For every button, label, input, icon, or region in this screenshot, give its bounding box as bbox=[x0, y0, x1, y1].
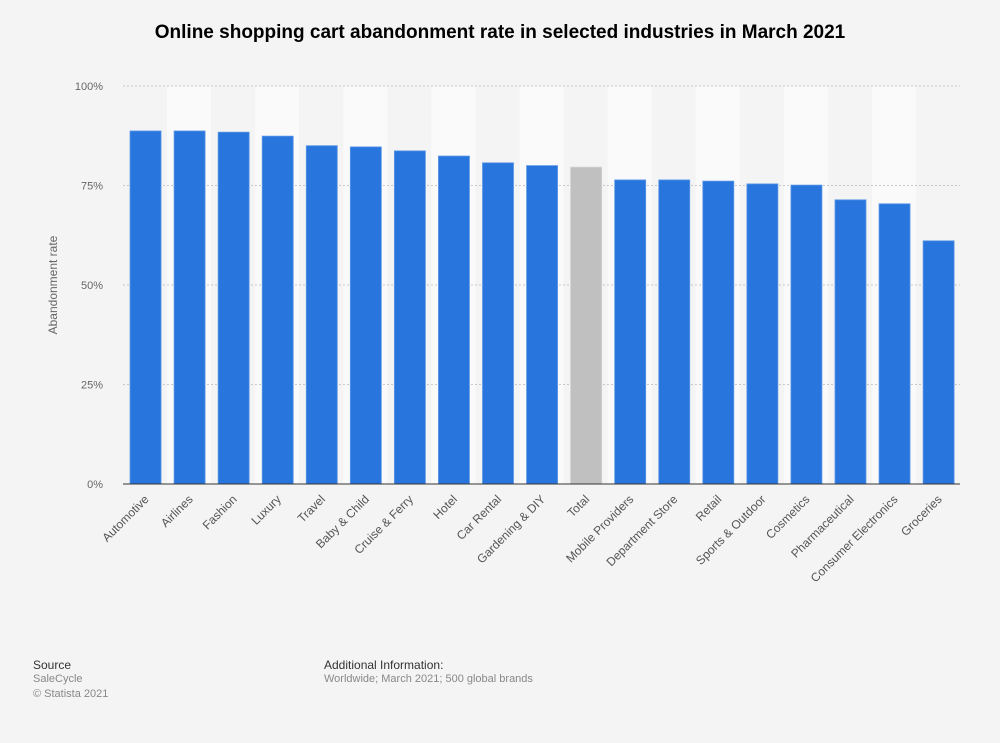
y-tick-label: 75% bbox=[81, 181, 103, 193]
bar[interactable] bbox=[349, 146, 382, 485]
bar[interactable] bbox=[658, 179, 691, 485]
bar[interactable] bbox=[878, 203, 911, 485]
bar[interactable] bbox=[922, 240, 955, 485]
bar[interactable] bbox=[834, 199, 867, 485]
chart-title: Online shopping cart abandonment rate in… bbox=[154, 22, 846, 43]
x-tick-label: Fashion bbox=[200, 492, 240, 532]
y-tick-label: 25% bbox=[81, 380, 103, 392]
bar[interactable] bbox=[261, 135, 294, 485]
y-axis-label: Abandonment rate bbox=[46, 235, 60, 334]
bar[interactable] bbox=[482, 162, 514, 485]
x-tick-label: Travel bbox=[295, 492, 328, 525]
bar[interactable] bbox=[570, 166, 603, 485]
x-tick-label: Automotive bbox=[99, 492, 152, 545]
bar[interactable] bbox=[393, 150, 426, 485]
bar[interactable] bbox=[790, 184, 823, 485]
info-value: Worldwide; March 2021; 500 global brands bbox=[324, 673, 533, 685]
x-tick-label: Groceries bbox=[898, 492, 945, 539]
x-tick-label: Luxury bbox=[248, 492, 283, 527]
y-tick-label: 100% bbox=[75, 81, 103, 93]
copyright: © Statista 2021 bbox=[33, 688, 109, 700]
y-tick-label: 0% bbox=[87, 479, 103, 491]
x-tick-label: Airlines bbox=[158, 492, 196, 530]
x-tick-label: Retail bbox=[693, 492, 725, 524]
x-tick-label: Hotel bbox=[430, 492, 460, 522]
additional-info-block: Additional Information: Worldwide; March… bbox=[324, 658, 533, 687]
info-label: Additional Information: bbox=[324, 658, 444, 672]
bar[interactable] bbox=[526, 165, 558, 485]
source-label: Source bbox=[33, 658, 72, 672]
x-tick-label: Total bbox=[564, 492, 592, 520]
x-tick-label: Consumer Electronics bbox=[808, 492, 901, 585]
bar-chart: 0% 25% 50% 75% 100% Abandonment rate Automotiv… bbox=[46, 81, 961, 585]
bar[interactable] bbox=[438, 155, 470, 485]
bar[interactable] bbox=[129, 130, 162, 485]
bar[interactable] bbox=[746, 183, 779, 485]
y-tick-label: 50% bbox=[81, 280, 103, 292]
bar[interactable] bbox=[702, 180, 735, 485]
bar[interactable] bbox=[614, 179, 647, 485]
bar[interactable] bbox=[173, 130, 206, 485]
source-value[interactable]: SaleCycle bbox=[33, 673, 83, 685]
bar[interactable] bbox=[217, 131, 250, 485]
source-block: Source SaleCycle © Statista 2021 bbox=[33, 658, 108, 702]
bar[interactable] bbox=[305, 145, 338, 485]
